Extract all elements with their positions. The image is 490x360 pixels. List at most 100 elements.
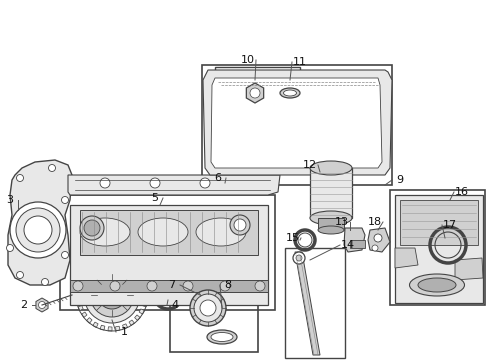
Text: 18: 18 — [368, 217, 382, 227]
Polygon shape — [97, 261, 101, 266]
Circle shape — [147, 281, 157, 291]
Circle shape — [200, 300, 216, 316]
Polygon shape — [108, 327, 112, 331]
Polygon shape — [78, 306, 83, 311]
Polygon shape — [246, 83, 264, 103]
Polygon shape — [116, 326, 120, 331]
Circle shape — [110, 281, 120, 291]
Polygon shape — [77, 283, 82, 288]
Circle shape — [98, 281, 126, 309]
Polygon shape — [141, 279, 146, 284]
Polygon shape — [143, 287, 148, 291]
Polygon shape — [135, 315, 140, 320]
Circle shape — [100, 178, 110, 188]
Circle shape — [104, 287, 120, 303]
Circle shape — [6, 244, 14, 252]
Circle shape — [194, 294, 222, 322]
Bar — [70, 205, 268, 305]
Text: 9: 9 — [396, 175, 404, 185]
Bar — [80, 210, 258, 255]
Circle shape — [84, 220, 100, 236]
Polygon shape — [90, 265, 95, 270]
Ellipse shape — [280, 88, 300, 98]
Polygon shape — [129, 320, 134, 325]
Polygon shape — [295, 252, 320, 355]
Text: 1: 1 — [121, 327, 127, 337]
Text: 4: 4 — [172, 300, 178, 310]
Circle shape — [220, 281, 230, 291]
Polygon shape — [137, 273, 143, 278]
Text: 16: 16 — [455, 187, 469, 197]
Bar — [170, 280, 258, 352]
Text: 6: 6 — [215, 173, 221, 183]
Bar — [70, 280, 268, 292]
Text: 5: 5 — [151, 193, 158, 203]
Circle shape — [39, 302, 46, 309]
Text: 15: 15 — [286, 233, 300, 243]
Text: 3: 3 — [6, 195, 14, 205]
Polygon shape — [119, 260, 124, 265]
Circle shape — [250, 88, 260, 98]
Text: 14: 14 — [341, 240, 355, 250]
Circle shape — [190, 290, 226, 326]
Circle shape — [73, 281, 83, 291]
Ellipse shape — [418, 278, 456, 292]
Polygon shape — [79, 276, 85, 281]
Ellipse shape — [80, 218, 130, 246]
Polygon shape — [132, 267, 138, 273]
Ellipse shape — [310, 161, 352, 175]
Ellipse shape — [207, 330, 237, 344]
Circle shape — [42, 279, 49, 285]
Polygon shape — [203, 70, 392, 175]
Circle shape — [296, 255, 302, 261]
Text: 8: 8 — [224, 280, 232, 290]
Circle shape — [200, 178, 210, 188]
Bar — [395, 195, 483, 303]
Polygon shape — [126, 262, 131, 268]
Polygon shape — [76, 298, 81, 303]
Polygon shape — [36, 298, 48, 312]
Bar — [390, 190, 485, 305]
Circle shape — [293, 252, 305, 264]
Polygon shape — [211, 78, 382, 168]
Polygon shape — [76, 291, 80, 295]
Bar — [285, 248, 345, 358]
Circle shape — [16, 208, 60, 252]
Ellipse shape — [138, 218, 188, 246]
Circle shape — [90, 273, 134, 317]
Circle shape — [80, 216, 104, 240]
Polygon shape — [8, 160, 72, 285]
Bar — [350, 240, 365, 248]
Text: 7: 7 — [169, 280, 175, 290]
Bar — [318, 218, 344, 230]
Polygon shape — [344, 228, 365, 252]
Circle shape — [183, 281, 193, 291]
Polygon shape — [144, 295, 148, 299]
Circle shape — [230, 215, 250, 235]
Ellipse shape — [196, 218, 246, 246]
Circle shape — [17, 175, 24, 181]
Polygon shape — [81, 312, 87, 318]
Text: 11: 11 — [293, 57, 307, 67]
Bar — [60, 195, 275, 310]
Circle shape — [234, 219, 246, 231]
Ellipse shape — [284, 90, 296, 96]
Polygon shape — [142, 302, 147, 307]
Text: 13: 13 — [335, 217, 349, 227]
Circle shape — [372, 245, 378, 251]
Ellipse shape — [410, 274, 465, 296]
Polygon shape — [112, 259, 116, 263]
Bar — [202, 65, 392, 185]
Text: 10: 10 — [241, 55, 255, 65]
Polygon shape — [84, 270, 89, 275]
Circle shape — [150, 178, 160, 188]
Polygon shape — [87, 318, 92, 323]
Polygon shape — [455, 258, 483, 280]
Circle shape — [24, 216, 52, 244]
Circle shape — [49, 165, 55, 171]
Text: 2: 2 — [21, 300, 27, 310]
Circle shape — [17, 271, 24, 279]
Polygon shape — [395, 248, 418, 268]
Circle shape — [10, 202, 66, 258]
Bar — [400, 200, 478, 245]
